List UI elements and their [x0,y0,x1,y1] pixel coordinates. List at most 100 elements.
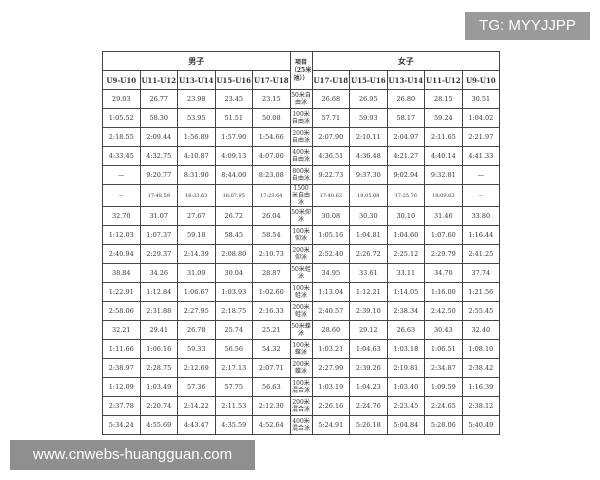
girls-time-cell: 2:55.45 [461,301,501,321]
boys-time-cell: 16:07.95 [214,184,253,207]
boys-time-cell: 58.45 [214,225,253,245]
girls-time-cell: 2:04.97 [386,127,426,147]
girls-time-cell: 5:26.18 [349,415,388,435]
girls-time-cell: 2:24.65 [424,396,463,416]
boys-time-cell: 2:38.97 [102,358,141,378]
boys-time-cell: 4:10.87 [177,146,216,166]
boys-time-cell: 51.51 [214,108,253,128]
girls-time-cell: 2:29.79 [424,244,463,264]
boys-time-cell: 1:12.09 [102,377,141,397]
girls-time-cell: 2:26.72 [349,244,388,264]
girls-age-header: U17-U18 [311,70,351,90]
event-cell: 50米蛙泳 [289,263,313,283]
table-row: —17:48.59 16:33.63 16:07.95 17:23.64 1500米自由… [102,184,501,207]
swim-standards-table: 男子 项目（25米池）） 女子 U9-U10 U11-U12 U13-U14 U15-… [102,51,501,435]
boys-time-cell: 1:12.03 [102,225,141,245]
boys-time-cell: 23.98 [177,89,216,109]
girls-time-cell: 33.61 [349,263,388,283]
girls-time-cell: 2:42.50 [424,301,463,321]
event-cell: 100米蝶泳 [289,339,313,359]
girls-time-cell: 1:13.04 [311,282,351,302]
boys-time-cell: 25.74 [214,320,253,340]
boys-time-cell: 38.84 [102,263,141,283]
boys-time-cell: 53.95 [177,108,216,128]
boys-time-cell: 1:03.93 [214,282,253,302]
girls-time-cell: 1:09.59 [424,377,463,397]
girls-time-cell: 9:22.73 [311,165,351,185]
girls-time-cell: 2:25.12 [386,244,426,264]
boys-time-cell: 4:07.00 [252,146,291,166]
boys-time-cell: 1:22.91 [102,282,141,302]
girls-time-cell: 1:06.51 [424,339,463,359]
table-row: 2:37.78 2:20.74 2:14.22 2:11.53 2:12.30 200米混… [102,396,501,416]
boys-time-cell: 1:56.89 [177,127,216,147]
girls-age-header: U9-U10 [461,70,501,90]
boys-time-cell: 2:16.33 [252,301,291,321]
boys-time-cell: 1:12.84 [139,282,178,302]
girls-time-cell: 1:03.21 [311,339,351,359]
boys-time-cell: 59.33 [177,339,216,359]
event-cell: 100米仰泳 [289,225,313,245]
boys-time-cell: 2:18.55 [102,127,141,147]
boys-time-cell: 8:44.00 [214,165,253,185]
girls-time-cell: 1:14.05 [386,282,426,302]
girls-time-cell: 1:03.40 [386,377,426,397]
girls-time-cell: 32.40 [461,320,501,340]
girls-time-cell: 30.43 [424,320,463,340]
boys-time-cell: 1:02.60 [252,282,291,302]
girls-time-cell: 5:24.91 [311,415,351,435]
event-cell: 200米仰泳 [289,244,313,264]
girls-time-cell: 2:24.76 [349,396,388,416]
boys-time-cell: 2:29.37 [139,244,178,264]
boys-time-cell: 31.09 [177,263,216,283]
boys-time-cell: 31.07 [139,206,178,226]
girls-time-cell: 2:34.87 [424,358,463,378]
boys-time-cell: 56.56 [214,339,253,359]
girls-time-cell: 1:04.81 [349,225,388,245]
boys-time-cell: 32.21 [102,320,141,340]
girls-time-cell: 2:38.12 [461,396,501,416]
girls-time-cell: 1:16.00 [424,282,463,302]
girls-time-cell: 1:12.21 [349,282,388,302]
event-cell: 200米蛙泳 [289,301,313,321]
event-cell: 100米混合泳 [289,377,313,397]
boys-time-cell: 4:55.69 [139,415,178,435]
girls-time-cell: 34.70 [424,263,463,283]
girls-time-cell: 30.30 [349,206,388,226]
boys-age-header: U15-U16 [214,70,253,90]
table-row: 1:12.09 1:03.49 57.36 57.75 56.63 100米混合泳 1:03… [102,377,501,397]
girls-time-cell: 1:04.63 [349,339,388,359]
table-row: 2:58.06 2:31.88 2:27.95 2:18.75 2:16.33 200米蛙… [102,301,501,321]
boys-time-cell: 23.15 [252,89,291,109]
girls-time-cell: 2:26.16 [311,396,351,416]
girls-time-cell: 1:04.02 [461,108,501,128]
girls-time-cell: 1:07.60 [424,225,463,245]
girls-time-cell: 28.60 [311,320,351,340]
girls-time-cell: 2:19.81 [386,358,426,378]
event-cell: 200米自由泳 [289,127,313,147]
girls-time-cell: 1:21.56 [461,282,501,302]
girls-time-cell: 4:36.51 [311,146,351,166]
girls-time-cell: 30.51 [461,89,501,109]
table-row: 1:22.91 1:12.84 1:06.67 1:03.93 1:02.60 100米蛙… [102,282,501,302]
girls-time-cell: 9:32.81 [424,165,463,185]
girls-time-cell: 2:39.10 [349,301,388,321]
boys-time-cell: 16:33.63 [177,184,216,207]
boys-time-cell: 57.75 [214,377,253,397]
girls-time-cell: 26.95 [349,89,388,109]
event-cell: 400米混合泳 [289,415,313,435]
girls-time-cell: 2:21.97 [461,127,501,147]
girls-time-cell: 31.46 [424,206,463,226]
girls-time-cell: 2:07.90 [311,127,351,147]
girls-time-cell: 26.63 [386,320,426,340]
boys-time-cell: 1:05.52 [102,108,141,128]
girls-time-cell: 5:40.49 [461,415,501,435]
table-row: 29.03 26.77 23.98 23.45 23.15 50米自由泳 26.68 26.9… [102,89,501,109]
boys-time-cell: 1:06.16 [139,339,178,359]
boys-time-cell: 1:57.90 [214,127,253,147]
girls-time-cell: 2:23.45 [386,396,426,416]
girls-time-cell: 4:36.48 [349,146,388,166]
boys-time-cell: 2:14.39 [177,244,216,264]
boys-time-cell: 54.32 [252,339,291,359]
event-cell: 50米蝶泳 [289,320,313,340]
